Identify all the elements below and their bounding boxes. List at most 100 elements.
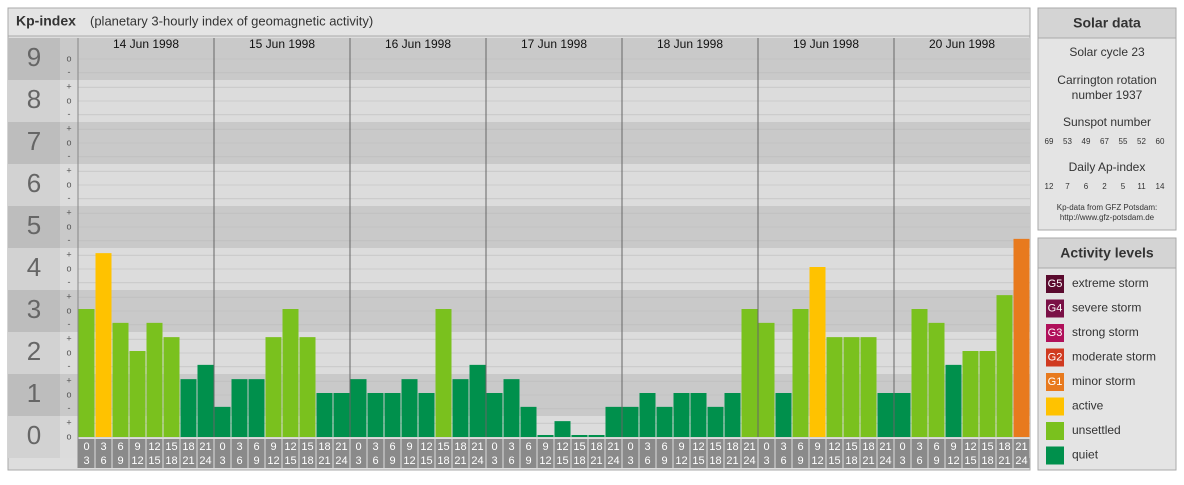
minor-tick-label: - (68, 109, 71, 119)
day-label: 16 Jun 1998 (385, 37, 451, 51)
hour-label: 3 (100, 441, 106, 453)
hour-label: 21 (862, 455, 874, 467)
hour-label: 15 (284, 455, 296, 467)
sunspot-value: 53 (1063, 137, 1072, 146)
hour-label: 21 (335, 441, 347, 453)
bar (656, 406, 673, 437)
hour-label: 15 (828, 455, 840, 467)
ap-value: 2 (1102, 182, 1107, 191)
day-label: 19 Jun 1998 (793, 37, 859, 51)
hour-label: 12 (964, 441, 976, 453)
sunspot-title: Sunspot number (1063, 115, 1151, 129)
bar (894, 393, 911, 437)
day-label: 15 Jun 1998 (249, 37, 315, 51)
legend-label: active (1072, 399, 1104, 413)
legend-swatch (1046, 299, 1064, 318)
bar (860, 337, 877, 437)
hour-label: 21 (471, 441, 483, 453)
hour-label: 6 (644, 455, 650, 467)
legend-swatch (1046, 275, 1064, 293)
hour-label: 15 (845, 441, 857, 453)
sunspot-value: 52 (1137, 137, 1146, 146)
legend-swatch (1046, 397, 1064, 416)
legend-title: Activity levels (1060, 245, 1154, 261)
hour-label: 21 (998, 455, 1010, 467)
hour-cell (486, 439, 503, 468)
minor-tick-label: o (66, 137, 71, 147)
bar (724, 393, 741, 437)
hour-label: 24 (607, 455, 619, 467)
legend-label: minor storm (1072, 374, 1135, 388)
hour-label: 24 (743, 455, 755, 467)
y-label-cell (8, 374, 60, 416)
hour-cell (690, 439, 707, 468)
hour-label: 9 (814, 441, 820, 453)
bar (877, 393, 894, 437)
hour-cell (860, 439, 877, 468)
hour-cell (945, 439, 962, 468)
hour-label: 24 (199, 455, 211, 467)
hour-label: 12 (131, 455, 143, 467)
bar (928, 322, 945, 437)
legend-label: unsettled (1072, 423, 1121, 437)
minor-tick-label: o (66, 389, 71, 399)
y-tick-label: 5 (27, 210, 41, 240)
hour-cell (724, 439, 741, 468)
hour-cell (316, 439, 333, 468)
source: Kp-data from GFZ Potsdam: (1057, 203, 1157, 212)
bar (418, 393, 435, 437)
hour-cell (78, 439, 95, 468)
solar-header (1037, 7, 1177, 39)
hour-label: 9 (950, 441, 956, 453)
hour-label: 9 (525, 455, 531, 467)
hour-label: 15 (165, 441, 177, 453)
hour-label: 6 (117, 441, 123, 453)
hour-label: 21 (607, 441, 619, 453)
hour-label: 21 (182, 455, 194, 467)
legend-swatch (1046, 324, 1064, 342)
hour-cell (282, 439, 299, 468)
hour-cell (214, 439, 231, 468)
bar (809, 267, 826, 437)
bar (146, 322, 163, 437)
hour-cell (996, 439, 1013, 468)
y-label-cell (8, 248, 60, 290)
hour-label: 3 (763, 455, 769, 467)
hour-cell (146, 439, 163, 468)
legend-badge: G1 (1048, 376, 1063, 388)
hour-label: 12 (947, 455, 959, 467)
hour-cell (520, 439, 537, 468)
legend-label: quiet (1072, 448, 1099, 462)
hour-label: 3 (627, 455, 633, 467)
bar (265, 337, 282, 437)
bar (333, 393, 350, 437)
bar (537, 435, 554, 437)
hour-label: 18 (454, 441, 466, 453)
minor-tick-label: - (68, 67, 71, 77)
bar (384, 393, 401, 437)
hour-label: 18 (318, 441, 330, 453)
y-tick-label: 2 (27, 336, 41, 366)
bar (299, 337, 316, 437)
minor-tick-label: + (66, 418, 71, 428)
bar (843, 337, 860, 437)
hour-cell (639, 439, 656, 468)
hour-label: 12 (284, 441, 296, 453)
hour-label: 15 (556, 455, 568, 467)
hour-label: 18 (709, 455, 721, 467)
hour-label: 15 (964, 455, 976, 467)
chart-subtitle: (planetary 3-hourly index of geomagnetic… (90, 13, 373, 28)
hour-label: 12 (420, 441, 432, 453)
minor-tick-label: - (68, 193, 71, 203)
hour-label: 6 (100, 455, 106, 467)
solar-title: Solar data (1073, 15, 1141, 31)
hour-label: 3 (508, 441, 514, 453)
hour-cell (809, 439, 826, 468)
minor-tick-label: o (66, 53, 71, 63)
legend-label: extreme storm (1072, 276, 1149, 290)
bar (962, 351, 979, 437)
bar (605, 406, 622, 437)
hour-cell (469, 439, 486, 468)
hour-label: 0 (219, 441, 225, 453)
